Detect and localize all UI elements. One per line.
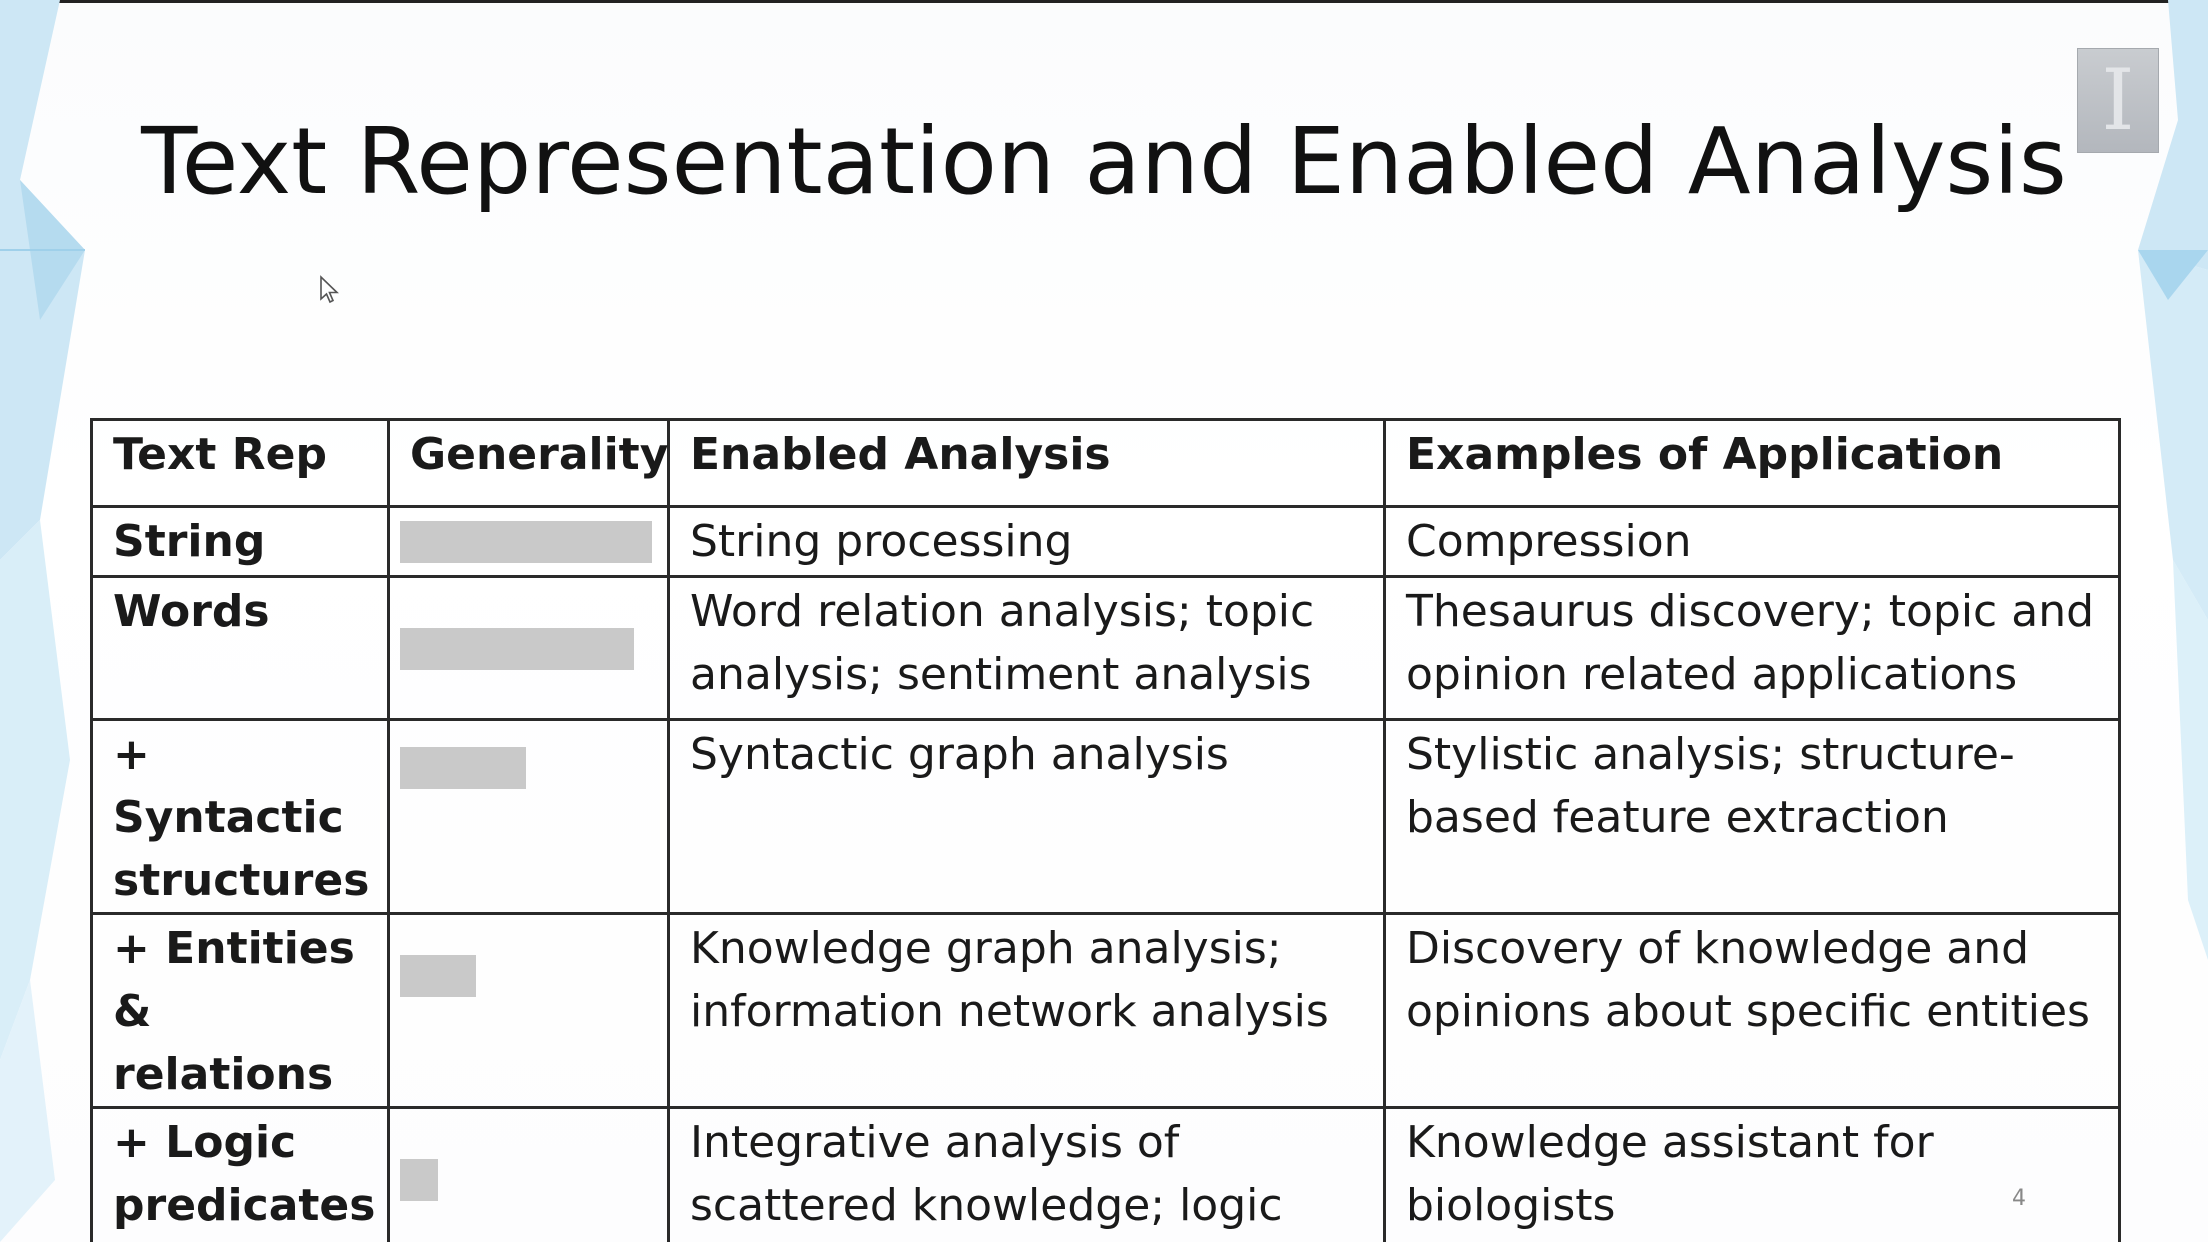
- row-application: Stylistic analysis; structure-based feat…: [1383, 718, 2121, 915]
- generality-bar: [400, 955, 476, 997]
- table-header-row: Text Rep Generality Enabled Analysis Exa…: [90, 418, 2121, 508]
- generality-cell: [387, 575, 670, 721]
- header-generality: Generality: [387, 418, 670, 508]
- row-analysis: String processing: [667, 505, 1386, 578]
- generality-bar: [400, 628, 634, 670]
- row-application: Compression: [1383, 505, 2121, 578]
- row-analysis: Syntactic graph analysis: [667, 718, 1386, 915]
- row-rep: Words: [90, 575, 390, 721]
- row-application: Knowledge assistant for biologists: [1383, 1106, 2121, 1242]
- table-row: + Syntactic structures Syntactic graph a…: [90, 718, 2121, 915]
- generality-cell: [387, 718, 670, 915]
- row-rep: String: [90, 505, 390, 578]
- generality-cell: [387, 1106, 670, 1242]
- table-row: + Entities & relations Knowledge graph a…: [90, 912, 2121, 1109]
- row-rep: + Logic predicates: [90, 1106, 390, 1242]
- generality-cell: [387, 505, 670, 578]
- logo: I: [2077, 48, 2159, 153]
- header-text-rep: Text Rep: [90, 418, 390, 508]
- generality-bar: [400, 1159, 438, 1201]
- row-rep: + Syntactic structures: [90, 718, 390, 915]
- row-application: Discovery of knowledge and opinions abou…: [1383, 912, 2121, 1109]
- generality-bar: [400, 747, 526, 789]
- top-border: [0, 0, 2208, 3]
- generality-bar: [400, 521, 652, 563]
- generality-cell: [387, 912, 670, 1109]
- row-rep: + Entities & relations: [90, 912, 390, 1109]
- page-number: 4: [2012, 1186, 2026, 1211]
- row-analysis: Knowledge graph analysis; information ne…: [667, 912, 1386, 1109]
- row-analysis: Integrative analysis of scattered knowle…: [667, 1106, 1386, 1242]
- header-examples-of-application: Examples of Application: [1383, 418, 2121, 508]
- table-row: + Logic predicates Integrative analysis …: [90, 1106, 2121, 1242]
- mouse-cursor-icon: [320, 275, 339, 304]
- header-enabled-analysis: Enabled Analysis: [667, 418, 1386, 508]
- row-analysis: Word relation analysis; topic analysis; …: [667, 575, 1386, 721]
- table-row: Words Word relation analysis; topic anal…: [90, 575, 2121, 721]
- logo-letter: I: [2101, 51, 2135, 149]
- slide-title: Text Representation and Enabled Analysis: [141, 108, 2067, 215]
- representation-table: Text Rep Generality Enabled Analysis Exa…: [90, 418, 2121, 1242]
- row-application: Thesaurus discovery; topic and opinion r…: [1383, 575, 2121, 721]
- table-row: String String processing Compression: [90, 505, 2121, 578]
